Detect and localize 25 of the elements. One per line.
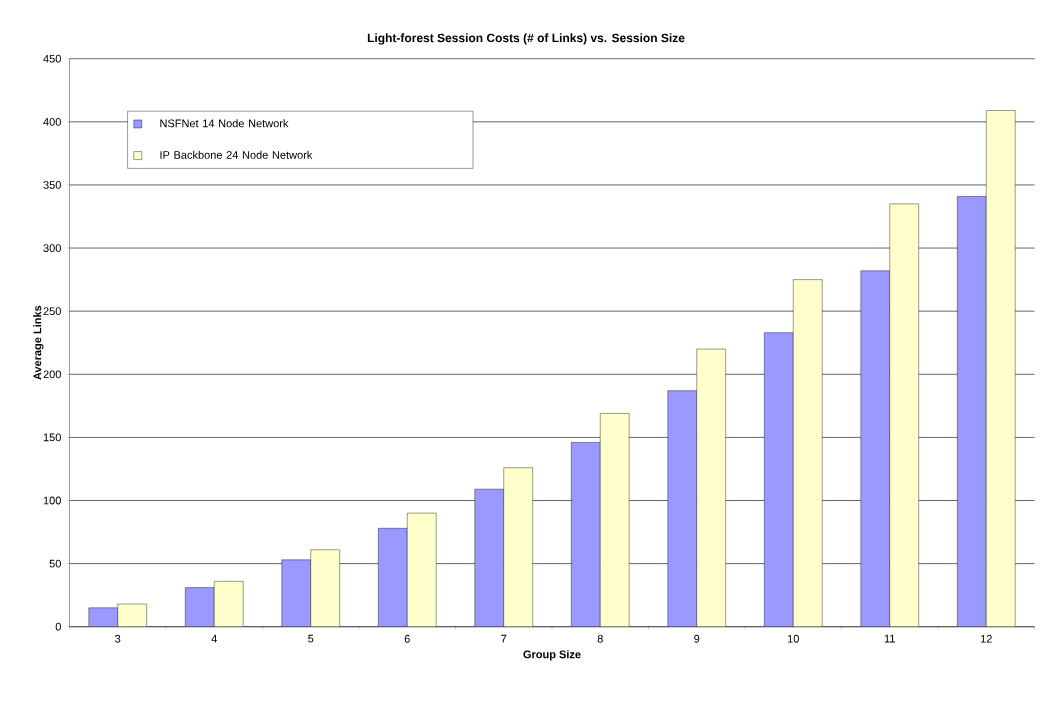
x-tick-label: 8 [597, 634, 603, 643]
y-tick-label: 450 [43, 54, 61, 63]
chart-title: Light-forest Session Costs (# of Links) vs. Session Size [367, 33, 685, 45]
x-tick-label: 3 [115, 634, 121, 643]
y-tick-label: 0 [55, 622, 61, 631]
x-axis-title: Group Size [523, 650, 581, 661]
x-tick-label: 11 [884, 634, 895, 643]
legend-label: IP Backbone 24 Node Network [160, 150, 313, 159]
legend-label: NSFNet 14 Node Network [160, 119, 289, 128]
y-tick-label: 300 [43, 244, 61, 252]
y-tick-label: 100 [43, 496, 61, 505]
x-tick-label: 7 [501, 634, 507, 643]
y-axis-title: Average Links [33, 305, 44, 380]
x-tick-label: 10 [787, 634, 799, 643]
y-tick-label: 350 [43, 181, 61, 189]
x-tick-label: 12 [980, 634, 992, 643]
y-tick-label: 250 [43, 307, 61, 316]
x-tick-label: 5 [308, 634, 314, 643]
y-tick-label: 400 [43, 117, 61, 126]
x-tick-label: 4 [211, 634, 217, 643]
x-tick-label: 9 [694, 634, 700, 643]
y-tick-label: 50 [49, 559, 61, 568]
y-tick-label: 200 [43, 370, 61, 379]
x-tick-label: 6 [404, 634, 410, 643]
y-tick-label: 150 [43, 433, 61, 442]
